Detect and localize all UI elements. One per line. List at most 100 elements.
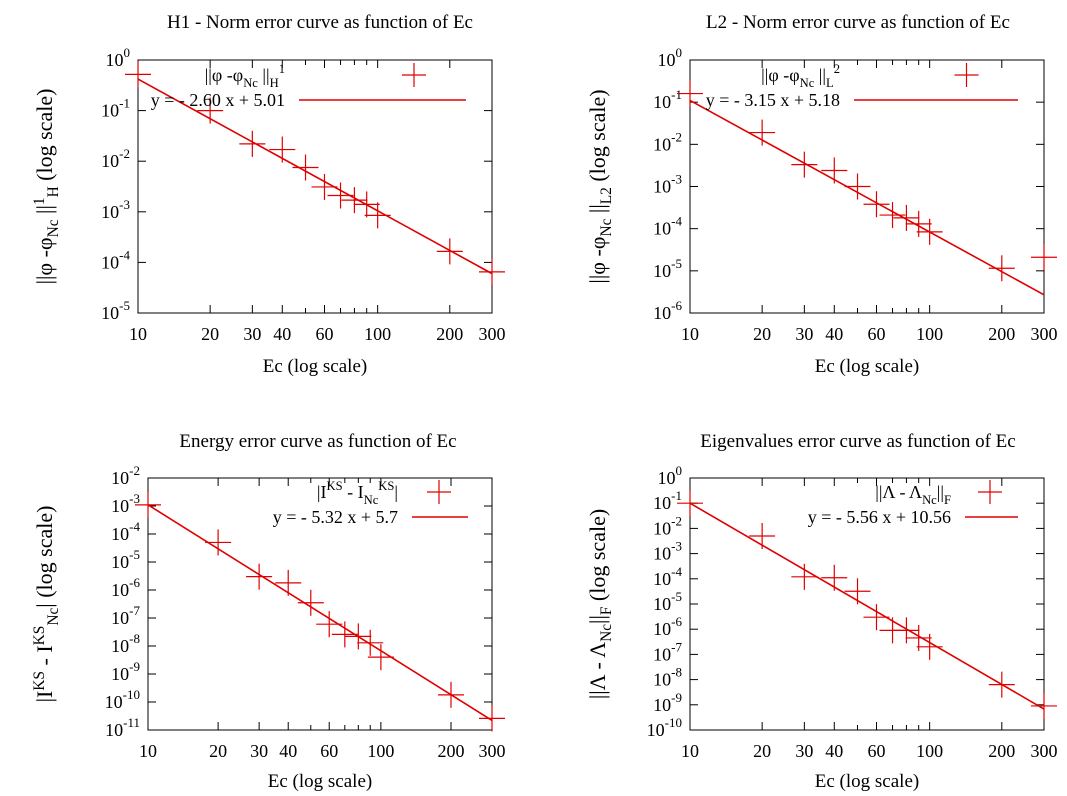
y-tick-label: 10-5 <box>111 547 140 572</box>
data-point <box>357 629 384 656</box>
x-tick-label: 300 <box>479 324 506 344</box>
x-tick-label: 60 <box>867 324 885 344</box>
legend: |IKS - INcKS|y = - 5.32 x + 5.7 <box>273 479 468 527</box>
data-point <box>821 157 848 184</box>
data-point <box>205 529 232 556</box>
data-point <box>893 204 920 231</box>
y-axis-label: |IKS - IKSNc| (log scale) <box>31 506 62 703</box>
y-tick-label: 10-5 <box>653 256 682 281</box>
chart-title: Energy error curve as function of Ec <box>179 431 456 452</box>
y-tick-label: 10-2 <box>111 463 140 488</box>
data-point <box>353 191 380 218</box>
x-tick-label: 100 <box>916 741 943 761</box>
x-tick-label: 300 <box>1031 741 1058 761</box>
x-tick-label: 30 <box>243 324 261 344</box>
y-tick-label: 10-7 <box>111 603 140 628</box>
data-point <box>916 218 943 245</box>
data-point <box>367 644 394 671</box>
y-axis-label: ||Λ - ΛNc||F (log scale) <box>585 509 615 699</box>
fit-line <box>147 504 493 722</box>
y-tick-label: 10-8 <box>111 631 140 656</box>
x-tick-label: 100 <box>367 741 394 761</box>
data-point <box>893 617 920 644</box>
legend-label-line: y = - 5.32 x + 5.7 <box>273 507 398 527</box>
data-point <box>197 97 224 124</box>
chart-title: L2 - Norm error curve as function of Ec <box>706 12 1010 33</box>
x-tick-label: 60 <box>867 741 885 761</box>
y-tick-label: 10-1 <box>653 87 682 112</box>
y-tick-label: 10-5 <box>101 298 130 323</box>
y-tick-label: 10-3 <box>111 491 140 516</box>
chart-panel-3: Energy error curve as function of Ec 10 20… <box>31 431 506 792</box>
data-point <box>479 705 505 732</box>
data-point <box>436 238 463 265</box>
plot-frame <box>137 59 493 314</box>
y-tick-label: 10-1 <box>101 96 130 121</box>
chart-panel-2: L2 - Norm error curve as function of Ec 1… <box>585 12 1058 377</box>
y-tick-label: 10-6 <box>653 614 682 639</box>
data-point <box>364 202 391 229</box>
data-point <box>246 563 273 590</box>
legend-label-points: ||φ -φNc ||H1​ <box>205 62 285 90</box>
x-tick-label: 20 <box>209 741 227 761</box>
y-tick-label: 10-2 <box>653 129 682 154</box>
y-tick-label: 10-6 <box>653 298 682 323</box>
data-point <box>125 61 151 88</box>
legend-label-points: ||Λ - ΛNc||F​ <box>875 482 951 507</box>
legend: ||Λ - ΛNc||F​y = - 5.56 x + 10.56 <box>808 480 1018 527</box>
fit-line <box>137 78 493 275</box>
y-tick-label: 10-1 <box>653 488 682 513</box>
data-point <box>1031 692 1057 719</box>
y-tick-label: 10-6 <box>111 575 140 600</box>
legend: ||φ -φNc ||H1​y = - 2.60 x + 5.01 <box>151 62 466 110</box>
x-axis-label: Ec (log scale) <box>815 771 919 792</box>
data-point <box>135 491 161 518</box>
legend-label-points: ||φ -φNc ||L2​ <box>761 62 840 90</box>
x-tick-label: 10 <box>129 324 147 344</box>
data-point <box>677 490 703 517</box>
x-axis-label: Ec (log scale) <box>263 356 367 377</box>
x-tick-label: 200 <box>988 324 1015 344</box>
y-tick-label: 10-10 <box>647 715 682 740</box>
data-point <box>749 522 776 549</box>
x-tick-label: 40 <box>279 741 297 761</box>
data-point <box>677 80 703 107</box>
chart-panel-4: Eigenvalues error curve as function of E… <box>585 431 1058 792</box>
x-tick-label: 200 <box>437 741 464 761</box>
x-tick-label: 10 <box>681 324 699 344</box>
y-tick-label: 10-3 <box>101 197 130 222</box>
legend-label-line: y = - 5.56 x + 10.56 <box>808 507 951 527</box>
x-tick-label: 60 <box>320 741 338 761</box>
x-tick-label: 30 <box>795 741 813 761</box>
data-point <box>905 210 932 237</box>
y-tick-label: 10-3 <box>653 172 682 197</box>
legend-label-line: y = - 3.15 x + 5.18 <box>706 90 840 110</box>
data-point <box>844 173 871 200</box>
y-tick-label: 10-8 <box>653 665 682 690</box>
y-tick-label: 100 <box>658 45 683 70</box>
x-tick-label: 40 <box>825 324 843 344</box>
chart-title: H1 - Norm error curve as function of Ec <box>167 12 473 33</box>
data-point <box>331 621 358 648</box>
legend-label-line: y = - 2.60 x + 5.01 <box>151 90 285 110</box>
y-tick-label: 10-7 <box>653 639 682 664</box>
data-point <box>341 187 368 214</box>
chart-panel-1: H1 - Norm error curve as function of Ec 1… <box>31 12 506 377</box>
y-tick-label: 10-9 <box>653 690 682 715</box>
fit-line <box>689 99 1045 296</box>
x-tick-label: 100 <box>364 324 391 344</box>
x-tick-label: 200 <box>436 324 463 344</box>
data-point <box>311 173 338 200</box>
data-point <box>239 130 266 157</box>
legend-label-points: |IKS - INcKS| <box>317 479 398 507</box>
x-tick-label: 10 <box>681 741 699 761</box>
fit-line <box>689 502 1045 710</box>
x-tick-label: 30 <box>795 324 813 344</box>
x-tick-label: 60 <box>315 324 333 344</box>
x-tick-label: 20 <box>201 324 219 344</box>
plot-frame <box>147 477 493 731</box>
y-axis-label: ||φ -φNc ||L2 (log scale) <box>585 89 615 283</box>
data-point <box>988 255 1015 282</box>
y-tick-label: 10-4 <box>653 564 682 589</box>
data-point <box>316 611 343 638</box>
